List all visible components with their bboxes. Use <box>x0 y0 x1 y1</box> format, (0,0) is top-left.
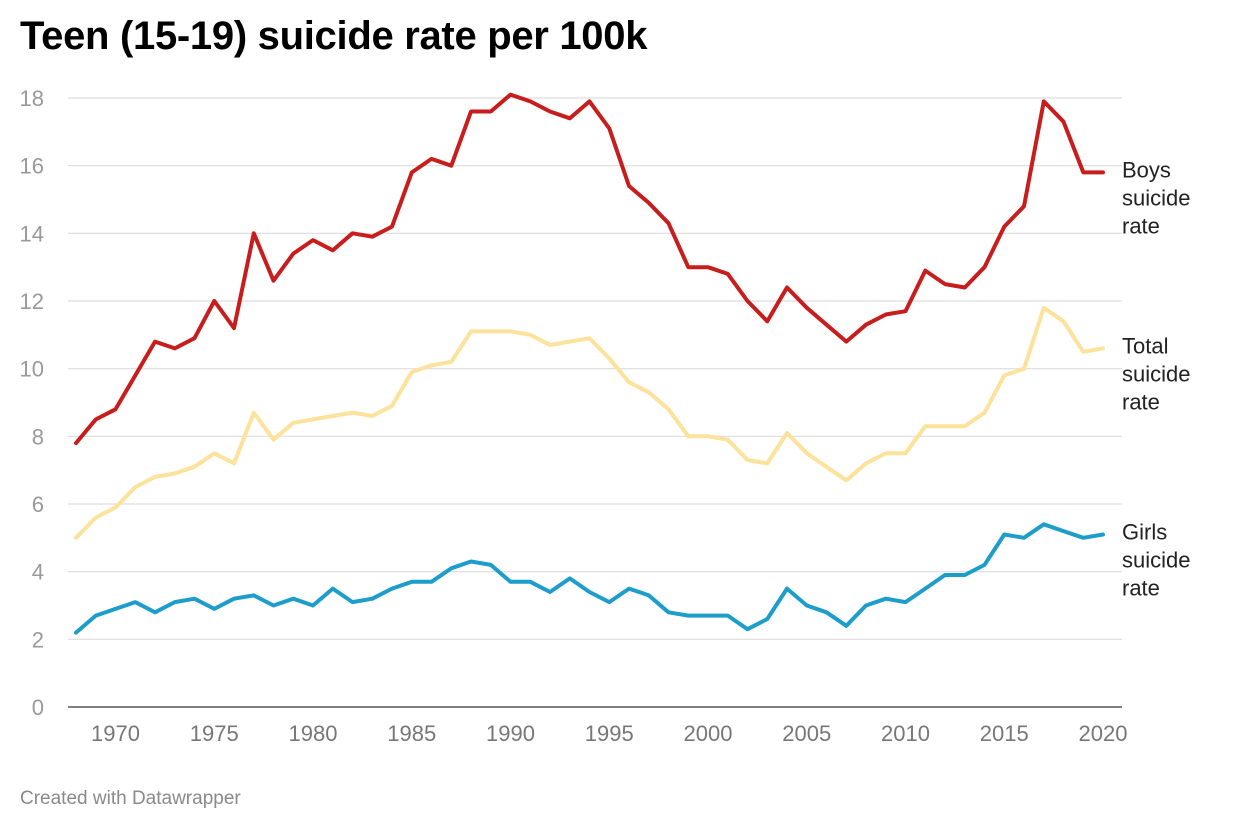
y-tick-label-12: 12 <box>20 289 44 314</box>
credit-text: Created with Datawrapper <box>20 788 241 809</box>
y-tick-label-16: 16 <box>20 154 44 179</box>
series-label-line: suicide <box>1122 185 1190 210</box>
grid-lines <box>68 97 1122 708</box>
series-label-line: rate <box>1122 389 1160 414</box>
y-tick-label-4: 4 <box>32 560 44 585</box>
y-tick-label-8: 8 <box>32 424 44 449</box>
x-tick-label-2015: 2015 <box>980 721 1029 746</box>
series-label-girls: Girls suicide rate <box>1122 519 1190 600</box>
series-line-boys <box>74 92 1105 446</box>
series-label-line: rate <box>1122 575 1160 600</box>
series-label-total: Total suicide rate <box>1122 333 1190 414</box>
x-tick-label-1985: 1985 <box>387 721 436 746</box>
series-line-girls <box>74 522 1105 635</box>
y-tick-label-14: 14 <box>20 221 44 246</box>
x-tick-label-1990: 1990 <box>486 721 535 746</box>
x-tick-label-1980: 1980 <box>289 721 338 746</box>
y-tick-label-18: 18 <box>20 86 44 111</box>
x-tick-label-2020: 2020 <box>1079 721 1128 746</box>
series-label-line: Boys <box>1122 157 1171 182</box>
y-tick-label-10: 10 <box>20 357 44 382</box>
x-tick-label-1975: 1975 <box>190 721 239 746</box>
series-label-boys: Boys suicide rate <box>1122 157 1190 238</box>
series-label-line: suicide <box>1122 547 1190 572</box>
x-tick-label-1995: 1995 <box>585 721 634 746</box>
series-lines <box>74 92 1105 635</box>
x-tick-label-2005: 2005 <box>782 721 831 746</box>
x-axis: 1970 1975 1980 1985 1990 1995 2000 2005 2010 2015… <box>91 721 1127 746</box>
x-tick-label-2010: 2010 <box>881 721 930 746</box>
y-tick-label-2: 2 <box>32 627 44 652</box>
series-labels: Boys suicide rate Total suicide rate Girls suic… <box>1122 157 1190 600</box>
series-line-total <box>74 305 1105 540</box>
series-label-line: suicide <box>1122 361 1190 386</box>
chart-title: Teen (15-19) suicide rate per 100k <box>20 14 648 58</box>
x-tick-label-2000: 2000 <box>684 721 733 746</box>
x-tick-label-1970: 1970 <box>91 721 140 746</box>
y-tick-label-6: 6 <box>32 492 44 517</box>
y-tick-label-0: 0 <box>32 695 44 720</box>
series-label-line: Girls <box>1122 519 1167 544</box>
y-axis: 0 2 4 6 8 10 12 14 16 18 <box>20 86 44 720</box>
series-label-line: Total <box>1122 333 1168 358</box>
series-label-line: rate <box>1122 213 1160 238</box>
